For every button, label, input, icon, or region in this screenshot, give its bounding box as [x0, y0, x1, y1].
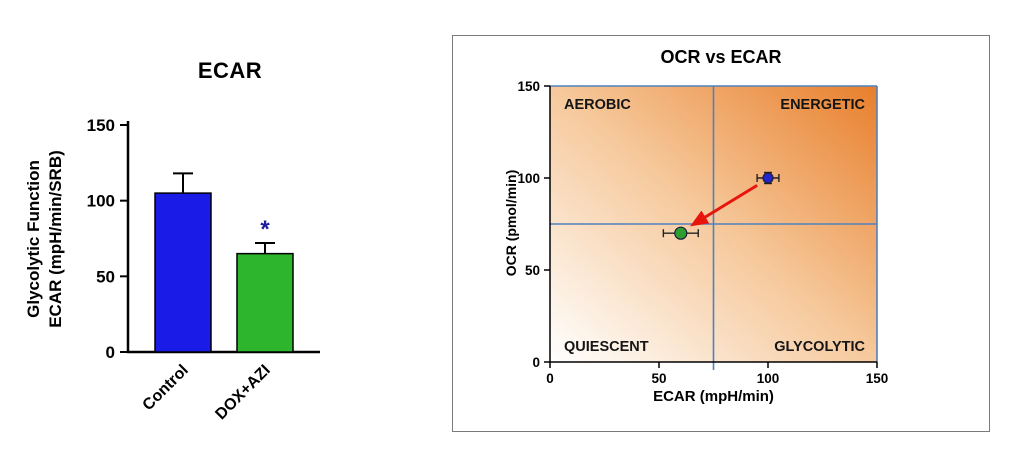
- scatter-x-tick-label: 150: [866, 371, 889, 386]
- bar-y-tick-label: 50: [96, 267, 115, 286]
- scatter-x-tick-label: 0: [546, 371, 554, 386]
- bar-y-tick-label: 100: [87, 192, 115, 211]
- quadrant-label-top-right: ENERGETIC: [780, 97, 865, 113]
- scatter-plot-svg: AEROBIC ENERGETIC QUIESCENT GLYCOLYTIC 0 50 10…: [517, 79, 889, 386]
- data-point-1: [674, 226, 688, 240]
- scatter-x-tick-label: 50: [651, 371, 666, 386]
- scatter-y-tick-label: 100: [517, 171, 540, 186]
- bar-y-tick-label: 0: [106, 343, 115, 362]
- ecar-bar-chart: ECAR Glycolytic Function ECAR (mpH/min/S…: [0, 0, 450, 457]
- bar-0: [154, 192, 212, 353]
- scatter-y-tick-label: 50: [525, 263, 540, 278]
- bar-plot-svg: 0 50 100 150 Control DOX+AZI *: [87, 116, 320, 423]
- bar-y-tick-label: 150: [87, 116, 115, 135]
- ocr-vs-ecar-panel: OCR vs ECAR OCR (pmol/min) ECAR (mpH/min…: [452, 35, 990, 432]
- scatter-x-tick-label: 100: [757, 371, 780, 386]
- quadrant-label-bottom-left: QUIESCENT: [564, 339, 649, 355]
- scatter-y-tick-label: 0: [532, 355, 540, 370]
- scatter-x-axis-label: ECAR (mpH/min): [653, 388, 774, 405]
- bar-1: [236, 252, 294, 353]
- data-point-0: [762, 172, 774, 184]
- significance-asterisk: *: [260, 216, 270, 243]
- quadrant-label-top-left: AEROBIC: [564, 97, 631, 113]
- bar-category-label: DOX+AZI: [212, 362, 273, 423]
- scatter-y-tick-label: 150: [517, 79, 540, 94]
- scatter-chart-title: OCR vs ECAR: [660, 47, 782, 67]
- bar-category-label: Control: [140, 362, 192, 414]
- shift-arrow: [690, 184, 758, 227]
- quadrant-label-bottom-right: GLYCOLYTIC: [774, 339, 865, 355]
- bar-chart-title: ECAR: [197, 58, 263, 83]
